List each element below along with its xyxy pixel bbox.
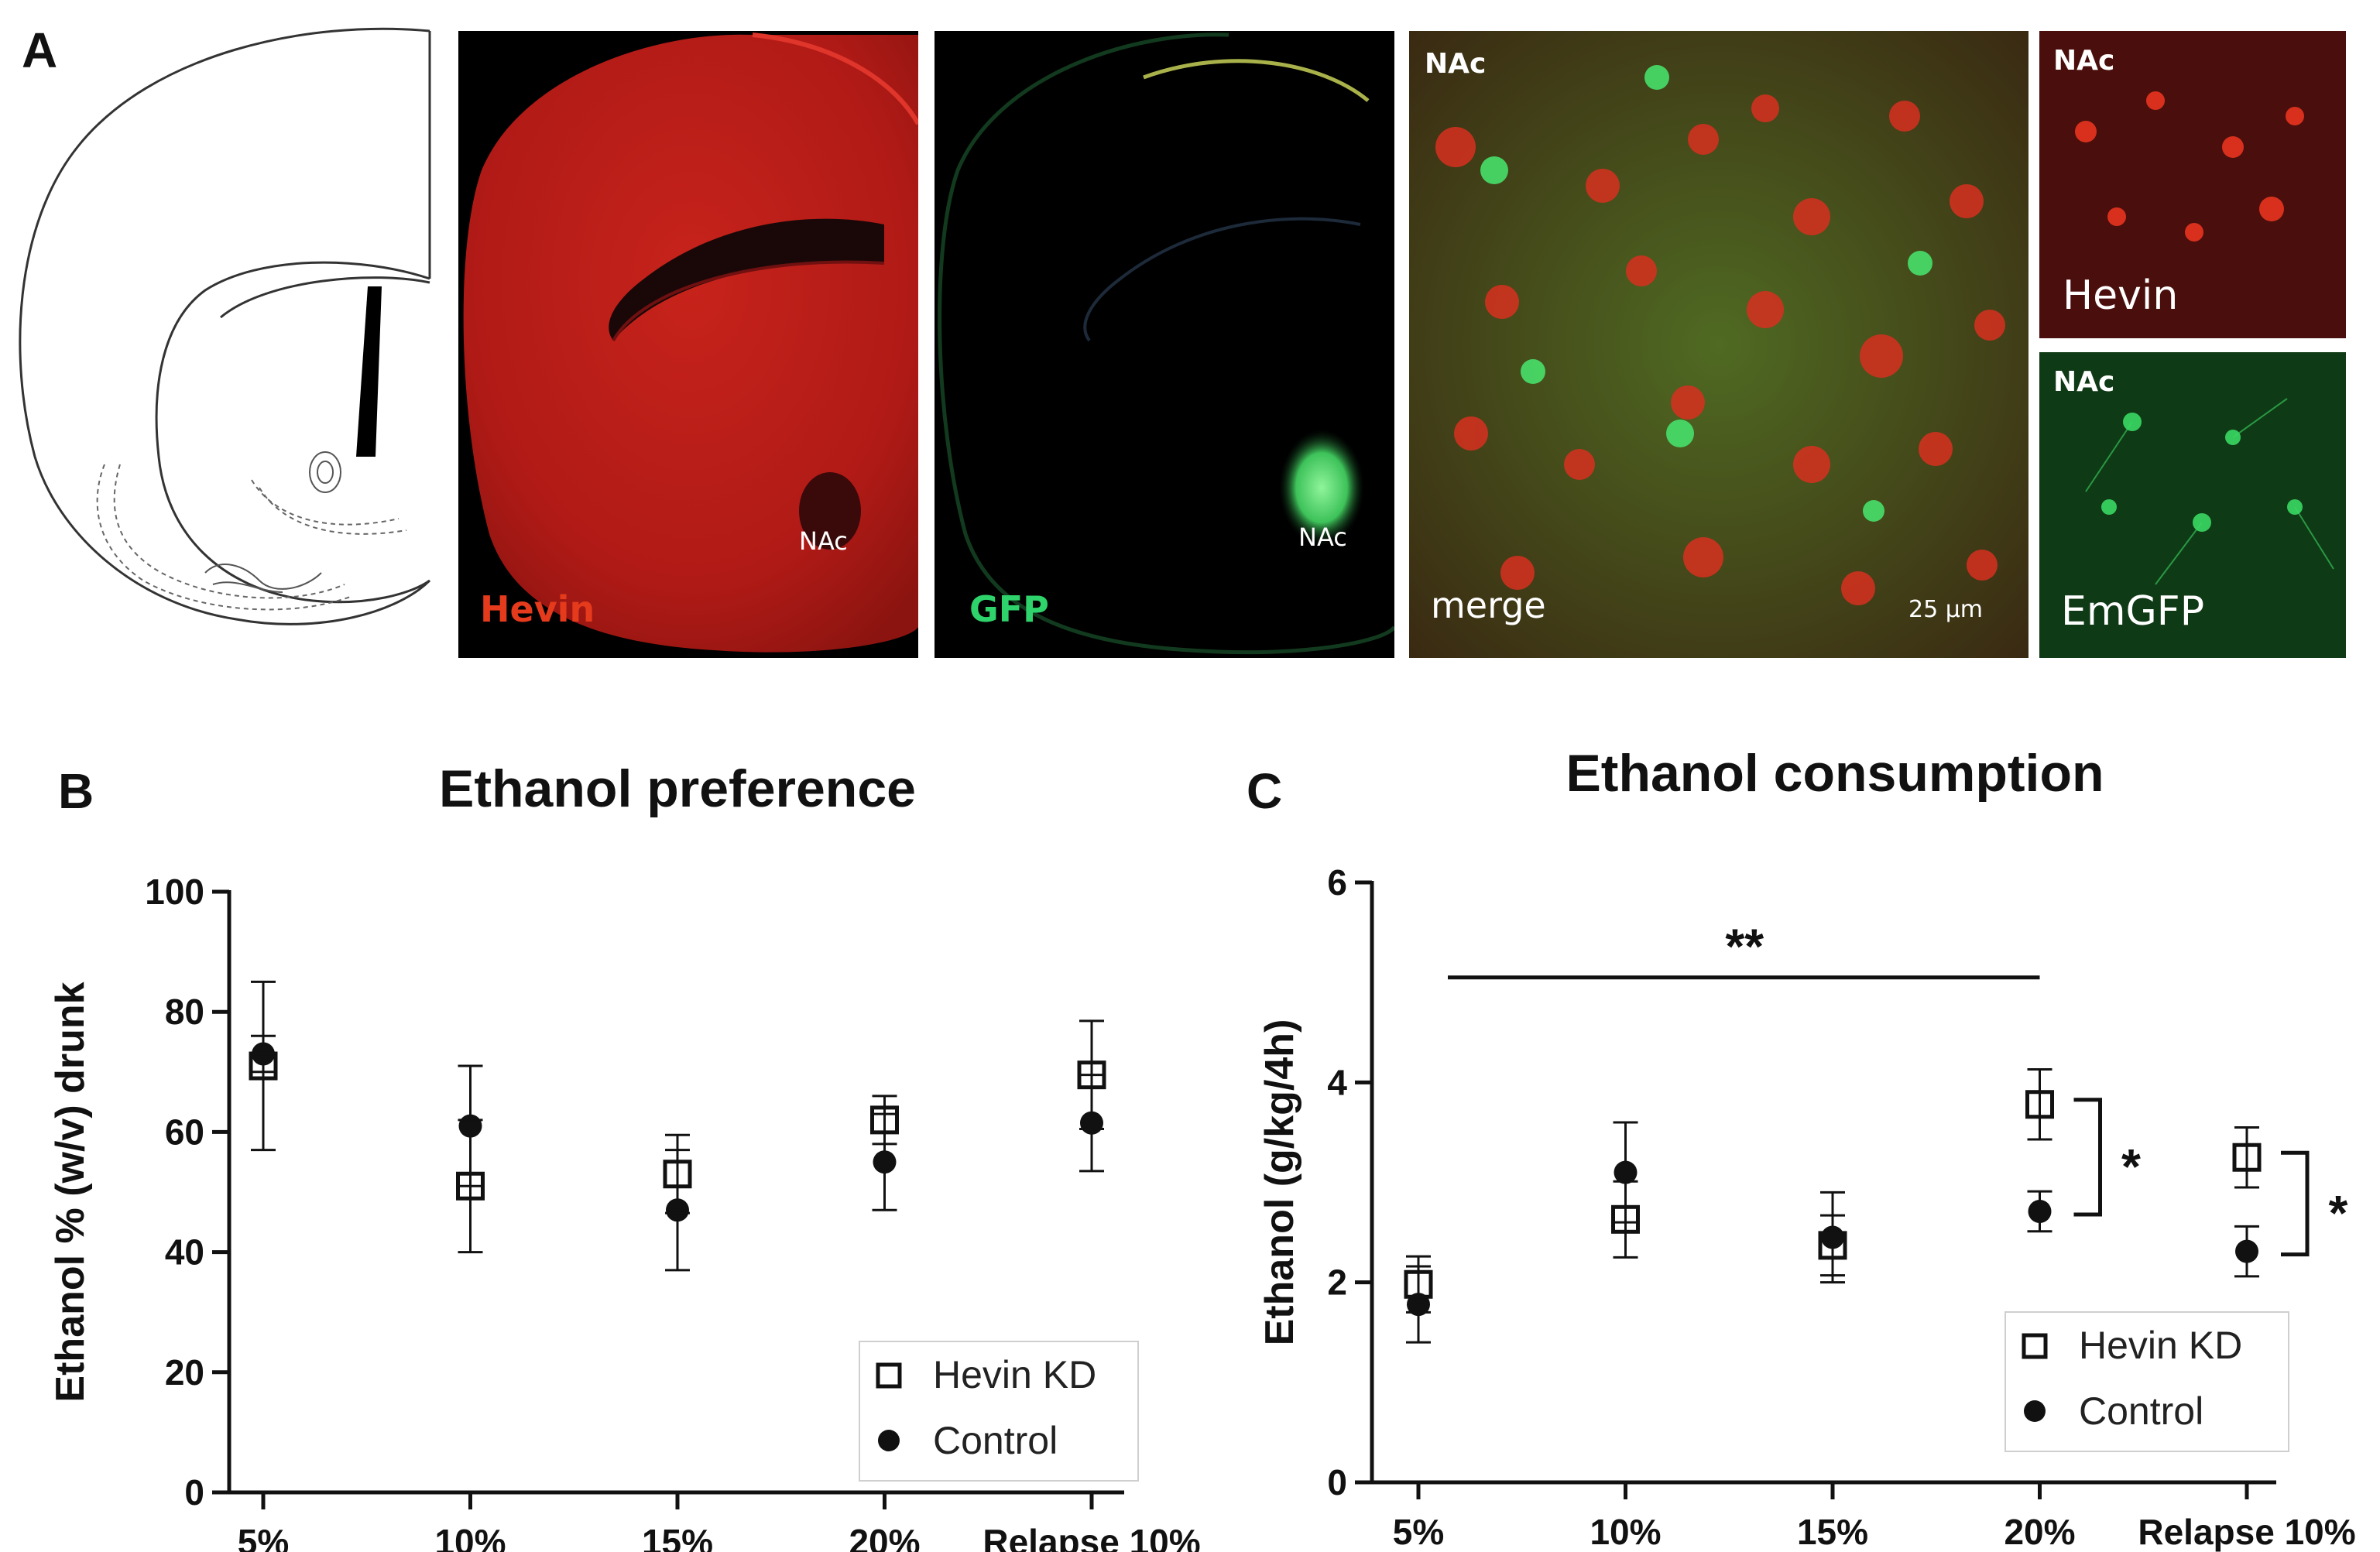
emgfp-inset-cells [2085, 398, 2334, 585]
x-tick-label: 10% [1590, 1512, 1661, 1552]
control-point [2028, 1199, 2052, 1223]
control-point [1614, 1160, 1638, 1184]
ventricle-shape [356, 286, 382, 457]
y-tick-label: 20 [165, 1352, 204, 1393]
legend-control-marker [878, 1430, 900, 1451]
y-tick-label: 100 [145, 872, 204, 912]
chart-title: Ethanol consumption [1566, 744, 2104, 803]
legend-hevin-kd-marker [2022, 1333, 2048, 1359]
y-tick-label: 40 [165, 1232, 204, 1273]
emgfp-inset-image: NAc EmGFP [2039, 352, 2346, 658]
brain-atlas-diagram [19, 27, 431, 625]
hevin-kd-point [2025, 1090, 2054, 1119]
x-tick-label: 20% [849, 1522, 920, 1552]
legend-box [2004, 1311, 2289, 1452]
emgfp-inset-nac-label: NAc [2053, 366, 2115, 398]
legend-hevin-kd-marker [876, 1362, 902, 1389]
y-tick-label: 4 [1327, 1062, 1347, 1102]
hevin-kd-point [1818, 1231, 1847, 1260]
consumption-chart: Ethanol consumption Ethanol (g/kg/4h) 0 2 4 6… [1257, 744, 2356, 1552]
control-point [873, 1150, 897, 1174]
legend-box [859, 1341, 1139, 1482]
hevin-section-shape [463, 33, 918, 653]
hevin-section-image: NAc Hevin [458, 31, 918, 658]
preference-chart: Ethanol preference Ethanol % (w/v) drunk 0… [48, 759, 1201, 1552]
significance-bracket [2281, 1150, 2310, 1257]
legend-hevin-kd-label: Hevin KD [2079, 1324, 2242, 1367]
x-tick-label: Relapse 10% [2138, 1512, 2355, 1552]
x-tick-label: 5% [238, 1522, 289, 1552]
y-tick-label: 0 [1327, 1462, 1347, 1502]
hevin-inset-nac-label: NAc [2053, 45, 2115, 77]
hevin-nac-label: NAc [799, 526, 848, 556]
x-tick-label: 20% [2004, 1512, 2075, 1552]
merge-image: NAc merge 25 μm [1409, 31, 2028, 658]
significance-bracket [2073, 1098, 2102, 1217]
gfp-nac-label: NAc [1298, 522, 1347, 552]
emgfp-inset-label: EmGFP [2061, 588, 2205, 635]
hevin-kd-point [1077, 1060, 1106, 1090]
scale-bar-label: 25 μm [1908, 596, 1984, 623]
hevin-inset-label: Hevin [2063, 272, 2179, 319]
x-tick-label: 5% [1393, 1512, 1444, 1552]
panel-b-letter: B [58, 763, 94, 819]
gfp-section-shape [938, 33, 1394, 655]
y-axis-label: Ethanol (g/kg/4h) [1257, 1019, 1302, 1346]
legend-control-label: Control [2079, 1389, 2203, 1433]
significance-star: * [2329, 1185, 2348, 1241]
gfp-label: GFP [969, 588, 1049, 630]
hevin-label: Hevin [480, 588, 595, 630]
x-tick-label: 15% [642, 1522, 713, 1552]
gfp-section-image: NAc GFP [935, 31, 1394, 658]
hevin-kd-point [456, 1171, 485, 1201]
hevin-kd-point [1611, 1204, 1640, 1234]
y-tick-label: 80 [165, 992, 204, 1032]
y-tick-label: 60 [165, 1112, 204, 1152]
hevin-inset-cells [2075, 91, 2304, 242]
y-tick-label: 0 [184, 1472, 204, 1513]
hevin-kd-point [249, 1051, 278, 1081]
y-axis-label: Ethanol % (w/v) drunk [48, 982, 93, 1402]
significance-star: * [2121, 1139, 2141, 1194]
hevin-inset-image: NAc Hevin [2039, 31, 2346, 338]
merge-cells [1409, 31, 2028, 658]
chart-title: Ethanol preference [439, 759, 916, 818]
control-point [2235, 1239, 2258, 1263]
significance-stars: ** [1725, 919, 1764, 975]
hevin-kd-point [663, 1160, 692, 1189]
x-tick-label: Relapse 10% [983, 1522, 1200, 1552]
hevin-kd-point [870, 1105, 899, 1135]
panel-c-letter: C [1247, 763, 1283, 819]
x-tick-label: 15% [1797, 1512, 1868, 1552]
legend-control-marker [2024, 1400, 2046, 1422]
hevin-kd-point [2232, 1143, 2262, 1172]
merge-label: merge [1431, 584, 1546, 626]
panel-a-letter: A [22, 22, 58, 78]
hevin-kd-point [1404, 1269, 1433, 1299]
legend-control-label: Control [933, 1419, 1058, 1462]
legend-hevin-kd-label: Hevin KD [933, 1353, 1096, 1396]
merge-nac-label: NAc [1425, 48, 1487, 80]
y-tick-label: 2 [1327, 1262, 1347, 1303]
x-tick-label: 10% [434, 1522, 506, 1552]
y-tick-label: 6 [1327, 862, 1347, 903]
